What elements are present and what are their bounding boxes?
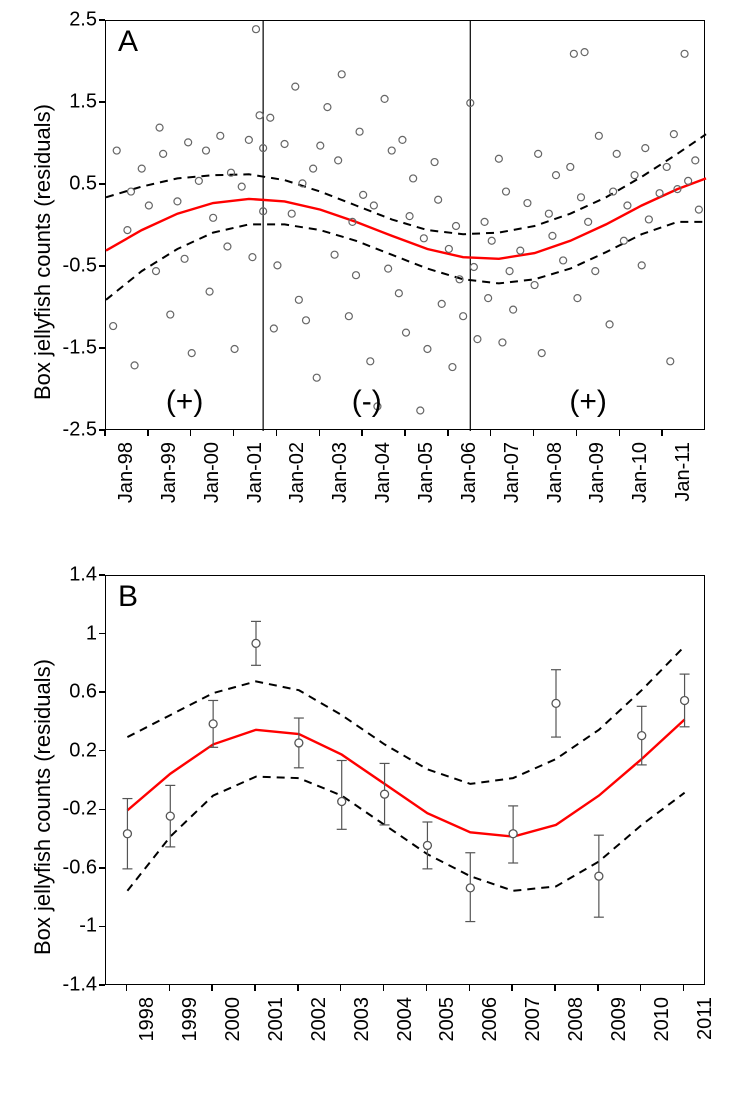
phase-label: (-) <box>352 385 382 419</box>
panel-b-plot-area: B <box>105 575 705 985</box>
figure: Box jellyfish counts (residuals) A (+)(-… <box>0 0 739 1119</box>
xtick-label: 1998 <box>136 997 159 1097</box>
ytick-label: 1.5 <box>47 91 97 114</box>
xtick-mark <box>126 985 128 991</box>
xtick-mark <box>426 985 428 991</box>
xtick-label: Jan-07 <box>501 442 524 542</box>
ytick-mark <box>99 574 105 576</box>
xtick-label: 2002 <box>308 997 331 1097</box>
xtick-label: Jan-08 <box>544 442 567 542</box>
xtick-mark <box>661 430 663 436</box>
xtick-label: 2004 <box>394 997 417 1097</box>
xtick-label: 1999 <box>179 997 202 1097</box>
xtick-label: Jan-04 <box>372 442 395 542</box>
xtick-mark <box>340 985 342 991</box>
xtick-mark <box>533 430 535 436</box>
ytick-mark <box>99 347 105 349</box>
ytick-label: -1 <box>47 915 97 938</box>
xtick-label: Jan-11 <box>672 442 695 542</box>
xtick-mark <box>404 430 406 436</box>
xtick-mark <box>447 430 449 436</box>
ytick-mark <box>99 101 105 103</box>
xtick-mark <box>169 985 171 991</box>
xtick-label: Jan-99 <box>158 442 181 542</box>
xtick-label: Jan-09 <box>586 442 609 542</box>
xtick-mark <box>276 430 278 436</box>
xtick-mark <box>297 985 299 991</box>
xtick-mark <box>211 985 213 991</box>
xtick-label: Jan-02 <box>286 442 309 542</box>
xtick-mark <box>319 430 321 436</box>
xtick-mark <box>683 985 685 991</box>
ytick-mark <box>99 633 105 635</box>
ytick-mark <box>99 809 105 811</box>
xtick-label: Jan-01 <box>244 442 267 542</box>
phase-label: (+) <box>569 385 607 419</box>
panel-b-svg <box>106 576 706 986</box>
xtick-mark <box>619 430 621 436</box>
ytick-label: -0.6 <box>47 856 97 879</box>
xtick-mark <box>190 430 192 436</box>
xtick-label: Jan-06 <box>458 442 481 542</box>
ytick-label: 1 <box>47 622 97 645</box>
ytick-label: 2.5 <box>47 9 97 32</box>
ytick-mark <box>99 984 105 986</box>
ytick-label: -2.5 <box>47 419 97 442</box>
xtick-label: 2011 <box>694 997 717 1097</box>
xtick-mark <box>597 985 599 991</box>
ytick-mark <box>99 19 105 21</box>
xtick-label: 2009 <box>608 997 631 1097</box>
xtick-label: 2001 <box>265 997 288 1097</box>
xtick-label: 2007 <box>522 997 545 1097</box>
ytick-mark <box>99 183 105 185</box>
panel-a: Box jellyfish counts (residuals) A (+)(-… <box>0 0 739 560</box>
ytick-mark <box>99 926 105 928</box>
xtick-label: 2003 <box>351 997 374 1097</box>
ytick-label: -1.4 <box>47 974 97 997</box>
xtick-mark <box>554 985 556 991</box>
panel-a-svg <box>106 21 706 431</box>
ytick-label: 0.2 <box>47 739 97 762</box>
phase-label: (+) <box>166 385 204 419</box>
panel-b: Box jellyfish counts (residuals) B -1.4-… <box>0 555 739 1119</box>
ytick-label: -0.2 <box>47 798 97 821</box>
xtick-label: Jan-03 <box>329 442 352 542</box>
ytick-label: 0.5 <box>47 173 97 196</box>
ytick-label: 0.6 <box>47 681 97 704</box>
xtick-label: 2008 <box>565 997 588 1097</box>
xtick-label: 2010 <box>651 997 674 1097</box>
ytick-mark <box>99 265 105 267</box>
xtick-mark <box>361 430 363 436</box>
ytick-label: 1.4 <box>47 564 97 587</box>
xtick-label: 2006 <box>479 997 502 1097</box>
xtick-mark <box>383 985 385 991</box>
xtick-mark <box>469 985 471 991</box>
ytick-label: -1.5 <box>47 337 97 360</box>
xtick-mark <box>490 430 492 436</box>
ytick-mark <box>99 691 105 693</box>
xtick-label: Jan-98 <box>115 442 138 542</box>
ytick-mark <box>99 867 105 869</box>
panel-a-plot-area: A (+)(-)(+) <box>105 20 705 430</box>
xtick-mark <box>233 430 235 436</box>
xtick-mark <box>104 430 106 436</box>
xtick-mark <box>511 985 513 991</box>
xtick-label: Jan-05 <box>415 442 438 542</box>
xtick-label: Jan-00 <box>201 442 224 542</box>
xtick-mark <box>147 430 149 436</box>
xtick-label: 2005 <box>436 997 459 1097</box>
ytick-label: -0.5 <box>47 255 97 278</box>
xtick-mark <box>254 985 256 991</box>
xtick-label: 2000 <box>222 997 245 1097</box>
xtick-mark <box>576 430 578 436</box>
ytick-mark <box>99 750 105 752</box>
xtick-label: Jan-10 <box>629 442 652 542</box>
xtick-mark <box>640 985 642 991</box>
